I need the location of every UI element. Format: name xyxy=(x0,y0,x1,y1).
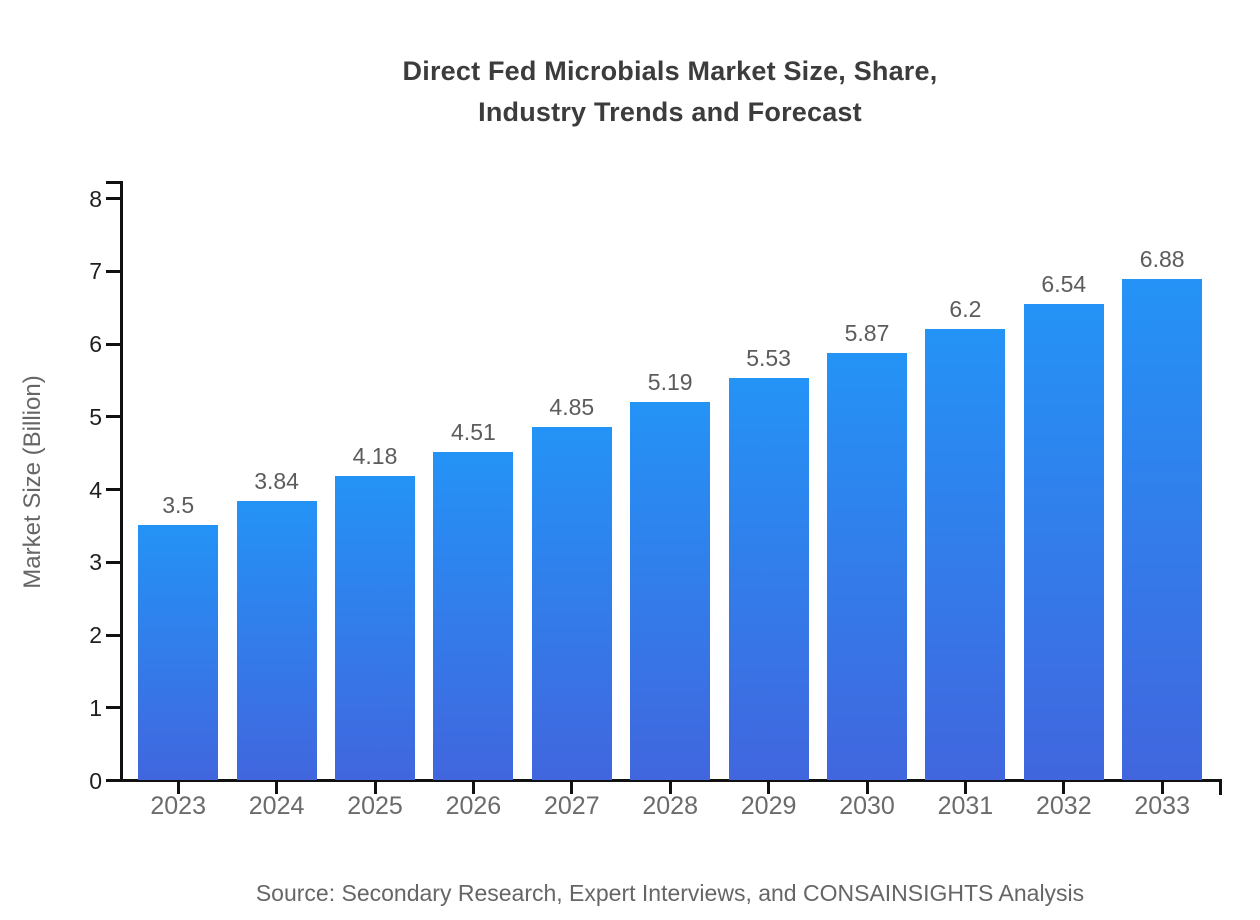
y-tick-label: 0 xyxy=(89,767,102,794)
x-tick-label: 2032 xyxy=(1035,792,1092,820)
chart-title-line2: Industry Trends and Forecast xyxy=(478,97,862,127)
y-tick-label: 3 xyxy=(89,549,102,576)
x-tick xyxy=(865,782,869,794)
bar-value-label: 5.19 xyxy=(647,369,693,396)
bar-value-label: 6.88 xyxy=(1139,246,1185,273)
y-tick-label: 6 xyxy=(89,331,102,357)
bar-value-label: 5.53 xyxy=(746,344,791,371)
y-tick xyxy=(106,197,120,200)
bar xyxy=(1023,304,1104,780)
x-tick-label: 2027 xyxy=(543,792,600,820)
y-tick-label: 4 xyxy=(89,476,102,503)
x-tick xyxy=(767,782,771,794)
bar xyxy=(1122,279,1203,780)
y-tick-label: 5 xyxy=(89,403,102,430)
source-note: Source: Secondary Research, Expert Inter… xyxy=(255,880,1085,906)
y-tick xyxy=(106,779,120,782)
bar xyxy=(827,352,907,780)
y-tick-label: 8 xyxy=(89,185,102,212)
y-tick xyxy=(106,269,120,273)
x-tick-label: 2030 xyxy=(839,792,895,820)
bar-value-label: 4.51 xyxy=(451,418,496,445)
x-tick-label: 2026 xyxy=(445,792,502,820)
bar-value-label: 6.2 xyxy=(949,295,982,322)
y-tick xyxy=(106,633,120,637)
bar xyxy=(630,402,711,780)
x-tick-label: 2023 xyxy=(150,792,206,820)
x-tick xyxy=(963,782,967,794)
y-tick-label: 7 xyxy=(89,258,102,285)
x-tick-label: 2024 xyxy=(248,792,305,820)
x-axis-end-cap xyxy=(1219,779,1222,795)
bar-value-label: 4.18 xyxy=(352,442,398,469)
chart-title-line1: Direct Fed Microbials Market Size, Share… xyxy=(402,56,938,86)
bar xyxy=(433,451,514,780)
bar xyxy=(335,475,415,780)
x-tick-label: 2028 xyxy=(642,792,698,820)
y-tick xyxy=(106,342,120,346)
x-tick xyxy=(1062,782,1066,794)
bar xyxy=(236,500,317,780)
x-tick-label: 2025 xyxy=(347,792,403,820)
y-tick xyxy=(106,560,120,564)
bar-value-label: 4.85 xyxy=(549,394,595,421)
bar xyxy=(531,427,612,780)
y-tick xyxy=(106,706,120,710)
y-axis-line xyxy=(120,181,123,782)
x-tick xyxy=(275,782,279,794)
x-tick xyxy=(1160,782,1164,794)
x-tick-label: 2033 xyxy=(1134,792,1190,820)
bar xyxy=(138,525,219,780)
y-tick xyxy=(106,415,120,419)
x-tick xyxy=(373,782,377,794)
bar xyxy=(925,328,1006,780)
x-tick-label: 2031 xyxy=(937,792,994,820)
x-tick xyxy=(471,782,475,794)
chart-title: Direct Fed Microbials Market Size, Share… xyxy=(80,51,1260,133)
bar-value-label: 6.54 xyxy=(1041,271,1087,298)
y-tick-label: 2 xyxy=(89,622,102,648)
x-tick xyxy=(176,782,180,794)
x-tick-label: 2029 xyxy=(740,792,797,820)
x-axis-line xyxy=(120,779,1222,782)
x-tick xyxy=(668,782,672,794)
bar-value-label: 3.5 xyxy=(162,492,195,519)
bar-value-label: 3.84 xyxy=(254,467,299,494)
x-tick xyxy=(570,782,574,794)
y-axis-top-cap xyxy=(106,181,120,184)
y-tick xyxy=(106,488,120,491)
bar-value-label: 5.87 xyxy=(844,319,890,346)
bar xyxy=(728,377,809,780)
y-tick-label: 1 xyxy=(89,694,102,721)
